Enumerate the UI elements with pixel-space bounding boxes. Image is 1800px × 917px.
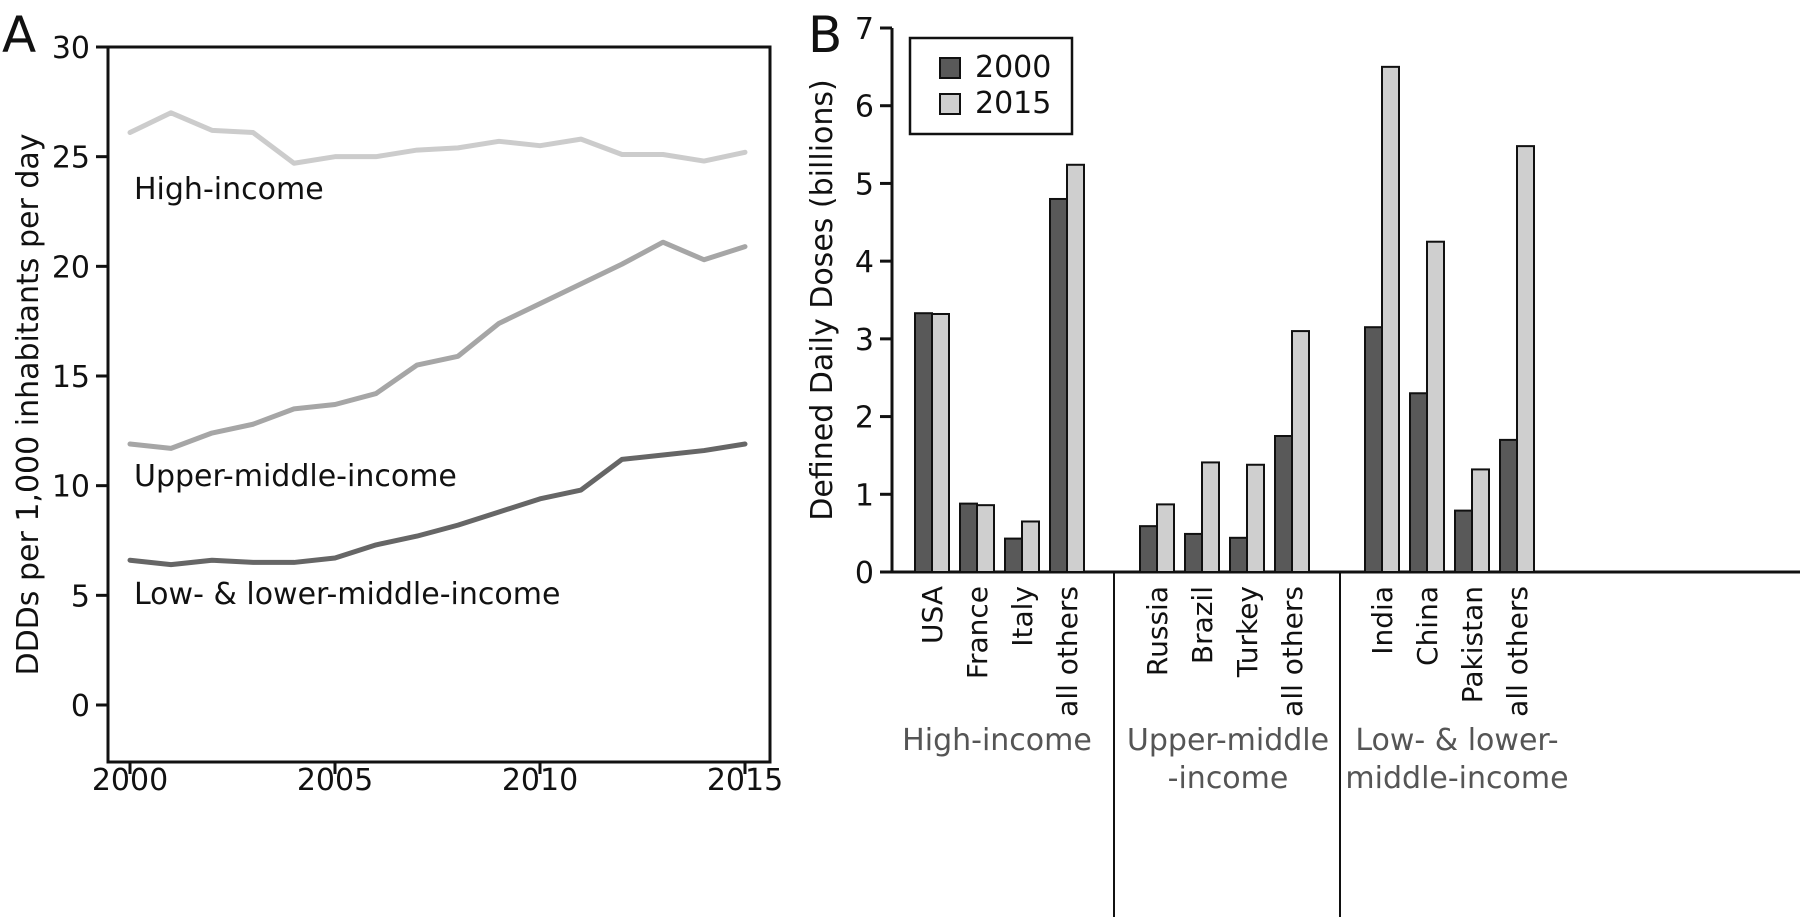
bar-2000-7 xyxy=(1274,435,1293,573)
category-label: Russia xyxy=(1141,586,1174,676)
bar-2000-6 xyxy=(1229,536,1248,574)
plot-frame xyxy=(106,45,772,764)
y-tick-label: 2 xyxy=(855,401,874,436)
bar-2015-10 xyxy=(1471,468,1490,573)
bar-2000-0 xyxy=(914,312,933,573)
series-line-0 xyxy=(127,110,748,166)
bar-2000-4 xyxy=(1139,525,1158,573)
legend-swatch-0 xyxy=(939,57,961,79)
bar-2000-11 xyxy=(1499,438,1518,573)
y-tick-label: 15 xyxy=(52,360,90,395)
bar-2015-1 xyxy=(976,504,995,573)
panel-b-letter: B xyxy=(808,6,842,64)
category-label: Brazil xyxy=(1186,586,1219,664)
y-tick-label: 0 xyxy=(71,689,90,724)
bar-2000-8 xyxy=(1364,326,1383,574)
y-axis-title: DDDs per 1,000 inhabitants per day xyxy=(11,133,46,675)
y-tick-label: 20 xyxy=(52,250,90,285)
series-line-2 xyxy=(127,441,748,568)
y-tick-label: 5 xyxy=(855,167,874,202)
y-tick-label: 25 xyxy=(52,141,90,176)
group-label-line: High-income xyxy=(902,723,1092,758)
bar-2015-7 xyxy=(1291,330,1310,574)
category-label: Pakistan xyxy=(1456,586,1489,703)
legend-box xyxy=(908,36,1074,136)
series-line-1 xyxy=(127,239,748,451)
y-tick-label: 30 xyxy=(52,31,90,66)
y-tick-label: 1 xyxy=(855,478,874,513)
group-label-line: -income xyxy=(1168,761,1289,796)
category-label: India xyxy=(1366,586,1399,655)
group-label-line: middle-income xyxy=(1345,761,1568,796)
bar-2015-0 xyxy=(931,312,950,573)
category-label: all others xyxy=(1501,586,1534,717)
group-label-line: Upper-middle xyxy=(1127,723,1329,758)
y-tick-label: 7 xyxy=(855,12,874,47)
bar-2000-9 xyxy=(1409,392,1428,573)
bar-2015-3 xyxy=(1066,163,1085,574)
category-label: China xyxy=(1411,586,1444,666)
y-tick-label: 5 xyxy=(71,579,90,614)
y-tick-label: 4 xyxy=(855,245,874,280)
bar-2015-6 xyxy=(1246,463,1265,573)
bar-2000-2 xyxy=(1004,537,1023,574)
category-label: all others xyxy=(1276,586,1309,717)
bar-2000-10 xyxy=(1454,509,1473,573)
series-label-0: High-income xyxy=(134,172,324,207)
x-tick-label: 2000 xyxy=(92,763,168,798)
bar-2015-4 xyxy=(1156,503,1175,574)
y-axis-title: Defined Daily Doses (billions) xyxy=(805,79,840,520)
group-label-0: High-income xyxy=(902,723,1092,758)
legend-label-0: 2000 xyxy=(975,50,1051,85)
category-label: USA xyxy=(916,586,949,644)
bar-2015-2 xyxy=(1021,520,1040,574)
bar-2000-1 xyxy=(959,502,978,573)
bar-2015-5 xyxy=(1201,461,1220,573)
bar-2015-8 xyxy=(1381,65,1400,573)
panel-a-letter: A xyxy=(2,6,36,64)
bar-2000-3 xyxy=(1049,197,1068,573)
group-label-line: Low- & lower- xyxy=(1355,723,1558,758)
line-chart-panel-a: 0 5 10 15 20 25 30 2000 2005 2010 2015 DDDs per 1,0… xyxy=(11,31,783,798)
group-label-1: Upper-middle -income xyxy=(1127,723,1329,796)
y-tick-label: 0 xyxy=(855,556,874,591)
series-label-1: Upper-middle-income xyxy=(134,459,457,494)
x-tick-label: 2010 xyxy=(502,763,578,798)
x-tick-label: 2015 xyxy=(707,763,783,798)
bar-2000-5 xyxy=(1184,532,1203,573)
y-tick-label: 3 xyxy=(855,323,874,358)
bar-2015-11 xyxy=(1516,145,1535,574)
y-tick-label: 6 xyxy=(855,90,874,125)
category-label: all others xyxy=(1051,586,1084,717)
bar-2015-9 xyxy=(1426,240,1445,573)
group-label-2: Low- & lower-middle-income xyxy=(1345,723,1568,796)
bar-chart-panel-b: 0 1 2 3 4 5 6 7 Defined Daily Doses (billions) US… xyxy=(805,12,1800,917)
legend-swatch-1 xyxy=(939,93,961,115)
x-tick-label: 2005 xyxy=(297,763,373,798)
category-label: France xyxy=(961,586,994,679)
category-label: Italy xyxy=(1006,586,1039,647)
series-label-2: Low- & lower-middle-income xyxy=(134,577,560,612)
y-tick-label: 10 xyxy=(52,470,90,505)
category-label: Turkey xyxy=(1231,586,1264,678)
legend-label-1: 2015 xyxy=(975,86,1051,121)
